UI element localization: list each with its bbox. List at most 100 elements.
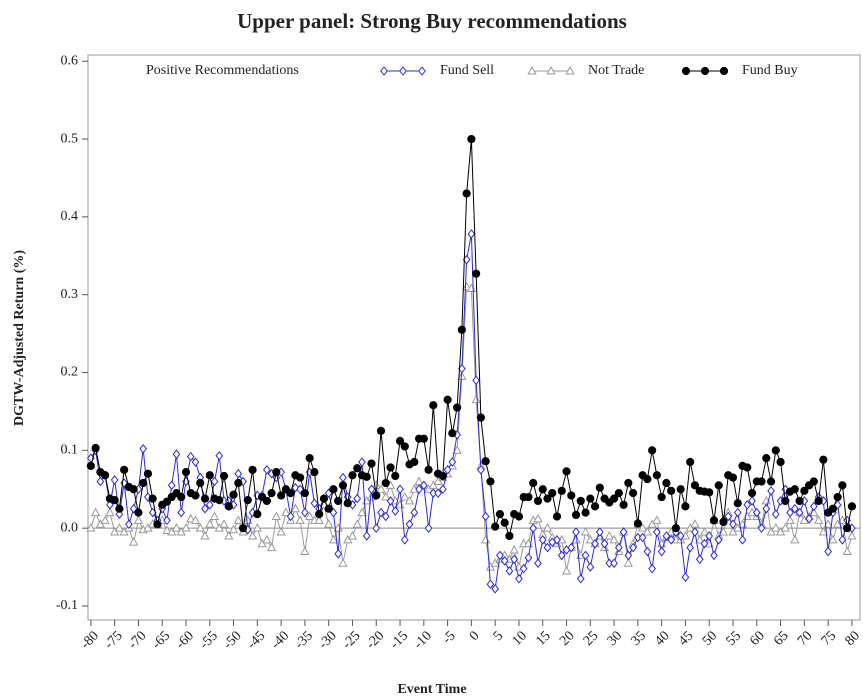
marker (448, 429, 457, 438)
marker (496, 550, 504, 561)
marker (795, 507, 804, 518)
marker (790, 485, 799, 494)
marker (396, 484, 404, 495)
marker (800, 486, 809, 495)
marker (205, 519, 215, 528)
x-tick-label: -10 (411, 628, 435, 652)
y-tick-label: 0.3 (61, 287, 79, 302)
marker (833, 492, 842, 502)
marker (738, 535, 747, 545)
marker (514, 512, 524, 521)
marker (762, 503, 771, 514)
marker (700, 538, 709, 549)
marker (509, 544, 519, 554)
x-tick-label: 70 (795, 628, 816, 649)
marker (818, 527, 829, 536)
y-tick-label: 0.0 (61, 520, 79, 535)
marker (624, 478, 633, 488)
marker (210, 476, 219, 487)
marker (690, 519, 700, 528)
chart-title: Upper panel: Strong Buy recommendations (237, 9, 627, 33)
marker (381, 511, 390, 522)
marker (609, 494, 619, 503)
marker (419, 434, 428, 443)
marker (790, 503, 799, 514)
marker (662, 478, 671, 488)
marker (376, 484, 386, 493)
x-tick-label: -75 (102, 628, 126, 652)
legend-label: Not Trade (588, 63, 644, 78)
marker (524, 552, 533, 563)
marker (481, 534, 491, 544)
marker (200, 494, 210, 503)
marker (324, 504, 333, 513)
marker (524, 492, 533, 502)
legend-item: Not Trade (527, 63, 644, 78)
marker (681, 66, 691, 76)
marker (847, 502, 857, 511)
marker (400, 442, 409, 451)
marker (762, 454, 771, 463)
marker (481, 511, 490, 522)
marker (110, 496, 119, 505)
marker (276, 527, 286, 536)
x-tick-label: 65 (771, 628, 792, 649)
marker (181, 523, 191, 532)
marker (234, 468, 243, 479)
marker (395, 436, 405, 446)
marker (614, 542, 623, 553)
marker (224, 502, 233, 511)
marker (823, 519, 833, 528)
marker (177, 492, 186, 502)
marker (380, 66, 388, 76)
marker (505, 531, 514, 541)
marker (510, 554, 519, 565)
marker (828, 534, 838, 544)
marker (767, 486, 775, 496)
marker (291, 482, 300, 493)
series-line (90, 139, 853, 538)
marker (733, 507, 742, 518)
marker (191, 457, 200, 467)
y-tick-label: -0.1 (56, 598, 78, 613)
marker (272, 468, 281, 477)
marker (177, 507, 186, 518)
marker (305, 454, 314, 463)
marker (600, 538, 609, 549)
marker (757, 477, 766, 486)
y-axis-label: DGTW-Adjusted Return (%) (12, 250, 27, 426)
marker (243, 496, 252, 505)
marker (404, 495, 415, 505)
marker (843, 524, 852, 533)
x-tick-label: 15 (533, 628, 554, 649)
marker (752, 507, 761, 518)
marker (381, 478, 390, 488)
marker (405, 519, 414, 530)
marker (300, 489, 310, 498)
marker (610, 558, 618, 568)
marker (328, 534, 339, 544)
marker (533, 496, 543, 506)
marker (766, 477, 776, 486)
marker (709, 516, 719, 525)
marker (429, 401, 438, 410)
x-tick-label: 75 (819, 628, 840, 649)
marker (542, 523, 553, 532)
marker (172, 449, 181, 460)
marker (362, 472, 371, 481)
marker (700, 66, 710, 76)
marker (300, 546, 310, 556)
marker (662, 531, 671, 541)
marker (262, 496, 271, 506)
marker (200, 530, 210, 540)
marker (481, 457, 490, 466)
marker (776, 457, 785, 467)
marker (699, 527, 710, 536)
x-tick-label: -70 (126, 628, 150, 652)
marker (101, 471, 110, 480)
marker (286, 511, 295, 522)
marker (813, 515, 824, 524)
marker (410, 507, 419, 518)
marker (529, 478, 538, 488)
marker (690, 481, 700, 490)
